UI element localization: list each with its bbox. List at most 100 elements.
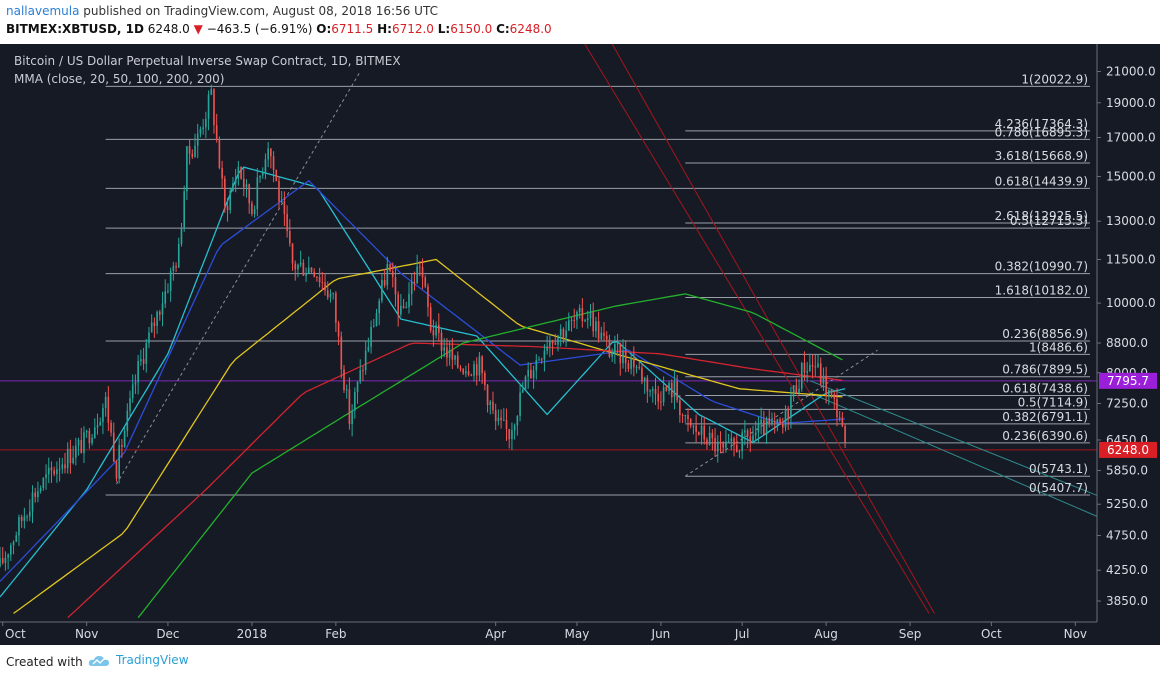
candle-body (234, 178, 237, 184)
candle-body (180, 228, 183, 245)
candle-body (706, 439, 708, 445)
candle-body (278, 180, 280, 202)
candle-body (134, 382, 137, 385)
candle-body (126, 410, 129, 432)
tradingview-link[interactable]: TradingView (88, 653, 189, 667)
candle-body (722, 443, 725, 448)
fib-label: 0.786(7899.5) (1002, 363, 1088, 377)
candle-body (811, 364, 814, 367)
candle-body (419, 266, 421, 268)
candle-body (158, 311, 161, 315)
candle-body (148, 332, 150, 344)
candle-body (283, 201, 286, 214)
candle-body (716, 441, 719, 452)
candle-body (37, 491, 39, 498)
candle-body (297, 264, 299, 270)
candle-body (841, 417, 844, 427)
candle-body (830, 389, 833, 395)
candle-body (543, 350, 546, 360)
candle-body (210, 89, 213, 95)
candle-body (427, 286, 429, 308)
candle-body (248, 184, 251, 204)
candle-body (511, 430, 513, 440)
candle-body (844, 426, 846, 443)
fib-label: 0(5407.7) (1029, 481, 1088, 495)
chart-area[interactable]: 1(20022.9) 0.786(16895.3) 0.618(14439.9) 0.… (0, 44, 1160, 645)
candle-body (817, 363, 819, 367)
candle-body (64, 464, 66, 469)
candle-body (725, 441, 727, 448)
candle-body (757, 423, 760, 433)
candle-body (348, 389, 351, 425)
candle-body (115, 461, 118, 479)
candle-body (405, 307, 408, 309)
candle-body (229, 190, 232, 211)
y-tick-label: 8800.0 (1106, 336, 1148, 350)
candle-body (597, 321, 600, 340)
tradingview-brand: TradingView (116, 653, 189, 667)
candle-body (153, 322, 156, 326)
footer: Created with TradingView (0, 645, 1160, 680)
candle-body (651, 389, 654, 391)
fib-label: 0.382(10990.7) (995, 260, 1088, 274)
candle-body (83, 432, 85, 454)
candle-body (307, 267, 310, 274)
candle-body (261, 172, 264, 176)
candle-body (402, 305, 405, 308)
candle-body (624, 351, 627, 364)
candle-body (798, 388, 800, 394)
candle-body (175, 266, 177, 268)
candle-body (749, 436, 752, 442)
price-chart[interactable]: 1(20022.9) 0.786(16895.3) 0.618(14439.9) 0.… (0, 44, 1160, 645)
candle-body (486, 384, 489, 406)
candle-body (611, 352, 613, 357)
candle-body (251, 203, 253, 214)
candle-body (494, 410, 497, 422)
y-tick-label: 10000.0 (1106, 296, 1156, 310)
candle-body (1, 558, 4, 563)
candle-body (53, 470, 55, 475)
candle-body (110, 422, 112, 433)
publish-line: nallavemula published on TradingView.com… (6, 4, 438, 18)
close-value: 6248.0 (509, 22, 552, 36)
candle-body (741, 432, 743, 452)
candle-body (673, 381, 676, 398)
y-tick-label: 21000.0 (1106, 65, 1156, 79)
candle-body (364, 350, 367, 371)
fib-label: 0.5(12715.3) (1010, 214, 1088, 228)
candle-body (809, 364, 811, 372)
candle-body (245, 184, 248, 188)
candle-body (581, 308, 584, 321)
candle-body (321, 282, 324, 284)
marker-price-badge-bg (1099, 372, 1157, 389)
candle-body (75, 445, 77, 458)
candle-body (121, 445, 123, 447)
candle-body (478, 356, 481, 376)
candle-body (622, 351, 624, 364)
tradingview-cloud-icon (88, 655, 109, 666)
candle-body (551, 340, 554, 344)
candle-body (354, 392, 356, 411)
candle-body (800, 363, 803, 389)
fib-label: 1(8486.6) (1029, 340, 1088, 354)
candle-body (828, 389, 830, 396)
fib-label: 4.236(17364.3) (995, 117, 1088, 131)
candle-body (142, 359, 145, 364)
candle-body (530, 369, 532, 379)
candle-body (633, 358, 635, 368)
candle-body (754, 432, 757, 436)
candle-body (280, 201, 283, 203)
candle-body (711, 432, 714, 439)
candle-body (744, 430, 746, 433)
candle-body (708, 432, 711, 445)
candle-body (524, 376, 527, 390)
candle-body (183, 191, 186, 229)
candle-body (88, 430, 91, 444)
author-link[interactable]: nallavemula (6, 4, 80, 18)
candle-body (603, 332, 605, 336)
candle-body (259, 175, 261, 178)
fib-label: 0.236(6390.6) (1002, 429, 1088, 443)
fib-label: 0.618(7438.6) (1002, 381, 1088, 395)
x-tick-label: Aug (814, 627, 837, 641)
open-value: 6711.5 (331, 22, 374, 36)
